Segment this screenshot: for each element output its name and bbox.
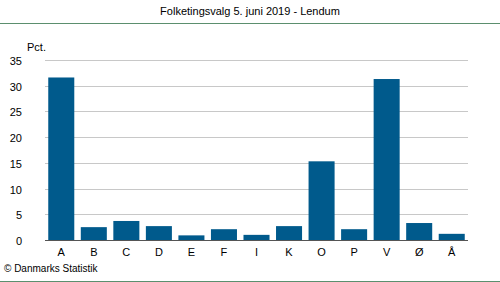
y-tick-label: 15: [10, 158, 22, 170]
bar: [374, 79, 400, 240]
bar: [439, 234, 465, 240]
x-tick-label: C: [122, 246, 130, 258]
grid-line: [45, 163, 468, 164]
x-tick-label: K: [285, 246, 293, 258]
bar: [341, 229, 367, 240]
grid-line: [45, 137, 468, 138]
bottom-rule: [0, 281, 500, 282]
y-tick-label: 30: [10, 81, 22, 93]
bar: [146, 226, 172, 240]
grid-line: [45, 240, 468, 241]
grid-line: [45, 111, 468, 112]
y-tick-label: 25: [10, 106, 22, 118]
bar: [113, 221, 139, 240]
bar: [81, 227, 107, 240]
x-tick-label: A: [58, 246, 66, 258]
source: © Danmarks Statistik: [4, 263, 99, 274]
y-tick-label: 35: [10, 55, 22, 67]
bar: [178, 235, 204, 240]
bar: [243, 235, 269, 240]
x-tick-label: D: [155, 246, 163, 258]
grid-line: [45, 86, 468, 87]
x-tick-label: O: [317, 246, 326, 258]
bars: [48, 77, 464, 240]
x-tick-label: Ø: [415, 246, 424, 258]
grid-line: [45, 214, 468, 215]
y-tick-label: 20: [10, 132, 22, 144]
x-tick-label: V: [383, 246, 391, 258]
y-tick-label: 5: [16, 209, 22, 221]
title-rule: [0, 23, 500, 24]
grid-line: [45, 189, 468, 190]
title: Folketingsvalg 5. juni 2019 - Lendum: [160, 5, 340, 17]
bar: [276, 226, 302, 240]
bar: [406, 223, 432, 240]
x-tick-label: Å: [448, 246, 456, 258]
chart: Folketingsvalg 5. juni 2019 - Lendum Pct.…: [0, 0, 500, 282]
y-label: Pct.: [27, 41, 46, 53]
x-tick-label: I: [255, 246, 258, 258]
bar: [48, 77, 74, 240]
bar: [211, 229, 237, 240]
x-tick-label: F: [221, 246, 228, 258]
bar: [309, 161, 335, 240]
y-tick-label: 10: [10, 184, 22, 196]
x-tick-label: E: [188, 246, 195, 258]
grid-line: [45, 60, 468, 61]
x-tick-label: B: [90, 246, 97, 258]
x-tick-label: P: [350, 246, 357, 258]
y-tick-label: 0: [16, 235, 22, 247]
x-axis: [45, 240, 468, 241]
